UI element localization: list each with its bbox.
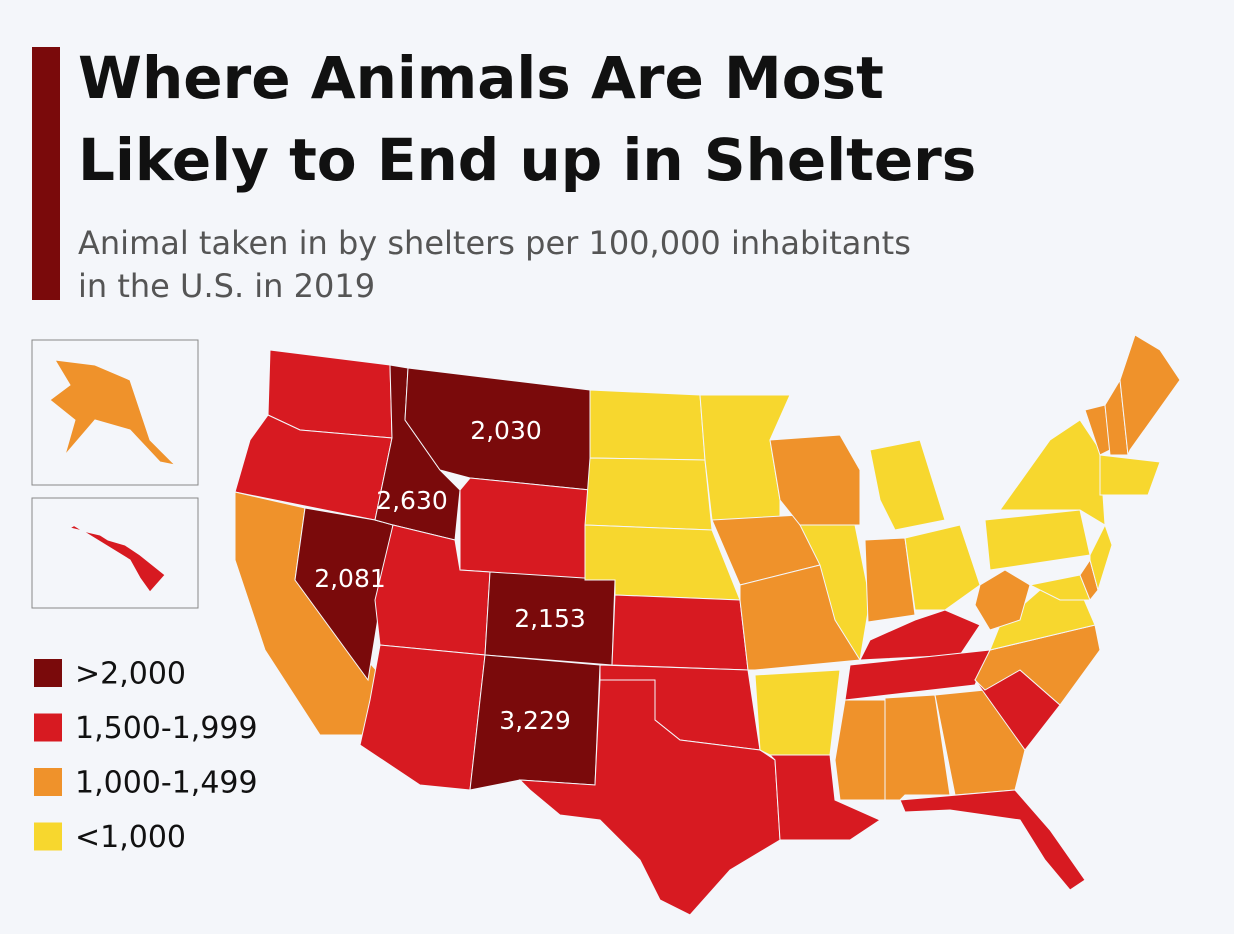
legend-label: >2,000 xyxy=(75,657,186,692)
state xyxy=(904,524,981,611)
value-label: 2,153 xyxy=(514,604,586,633)
legend-label: 1,500-1,999 xyxy=(75,711,258,746)
legend-swatch xyxy=(34,713,62,742)
state xyxy=(611,594,749,671)
states xyxy=(49,334,1181,916)
state xyxy=(769,434,861,526)
legend-swatch xyxy=(34,659,62,687)
state xyxy=(699,394,791,521)
state xyxy=(869,439,946,531)
alaska-inset xyxy=(31,339,199,486)
title: Likely to End up in Shelters xyxy=(78,126,976,194)
state xyxy=(999,419,1106,526)
state xyxy=(584,457,713,531)
value-label: 2,030 xyxy=(470,416,542,445)
state xyxy=(768,754,882,841)
state xyxy=(518,679,781,916)
accent-bar xyxy=(32,47,60,300)
value-label: 2,081 xyxy=(314,564,386,593)
state xyxy=(864,537,916,623)
hawaii-inset xyxy=(31,497,199,609)
state xyxy=(1119,334,1181,456)
title: Where Animals Are Most xyxy=(78,44,884,112)
subtitle: in the U.S. in 2019 xyxy=(78,267,375,305)
state xyxy=(589,389,706,461)
legend: >2,000 1,500-1,999 1,000-1,499 <1,000 xyxy=(34,657,258,855)
state xyxy=(834,699,886,801)
state xyxy=(1089,523,1113,592)
state xyxy=(974,569,1031,631)
state xyxy=(49,359,177,466)
legend-label: 1,000-1,499 xyxy=(75,766,258,801)
value-labels: 2,030 2,630 2,081 2,153 3,229 xyxy=(314,416,586,735)
legend-swatch xyxy=(34,822,62,851)
state xyxy=(974,624,1101,706)
state xyxy=(459,477,591,581)
state xyxy=(359,644,486,791)
state xyxy=(984,509,1091,571)
state xyxy=(754,669,841,756)
state xyxy=(844,649,991,701)
state xyxy=(64,519,166,593)
subtitle: Animal taken in by shelters per 100,000 … xyxy=(78,224,911,262)
value-label: 3,229 xyxy=(499,706,571,735)
state xyxy=(1099,454,1161,496)
state xyxy=(899,789,1086,891)
value-label: 2,630 xyxy=(376,486,448,515)
legend-swatch xyxy=(34,768,62,796)
legend-label: <1,000 xyxy=(75,820,186,855)
